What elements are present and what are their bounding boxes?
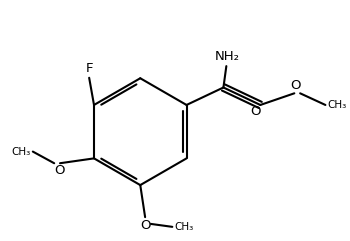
Text: O: O <box>290 79 301 92</box>
Text: CH₃: CH₃ <box>327 100 346 110</box>
Text: O: O <box>140 219 150 232</box>
Text: NH₂: NH₂ <box>215 50 240 63</box>
Text: CH₃: CH₃ <box>12 147 31 157</box>
Text: F: F <box>85 62 93 75</box>
Text: CH₃: CH₃ <box>174 222 194 232</box>
Text: O: O <box>54 164 64 177</box>
Text: O: O <box>250 105 261 118</box>
